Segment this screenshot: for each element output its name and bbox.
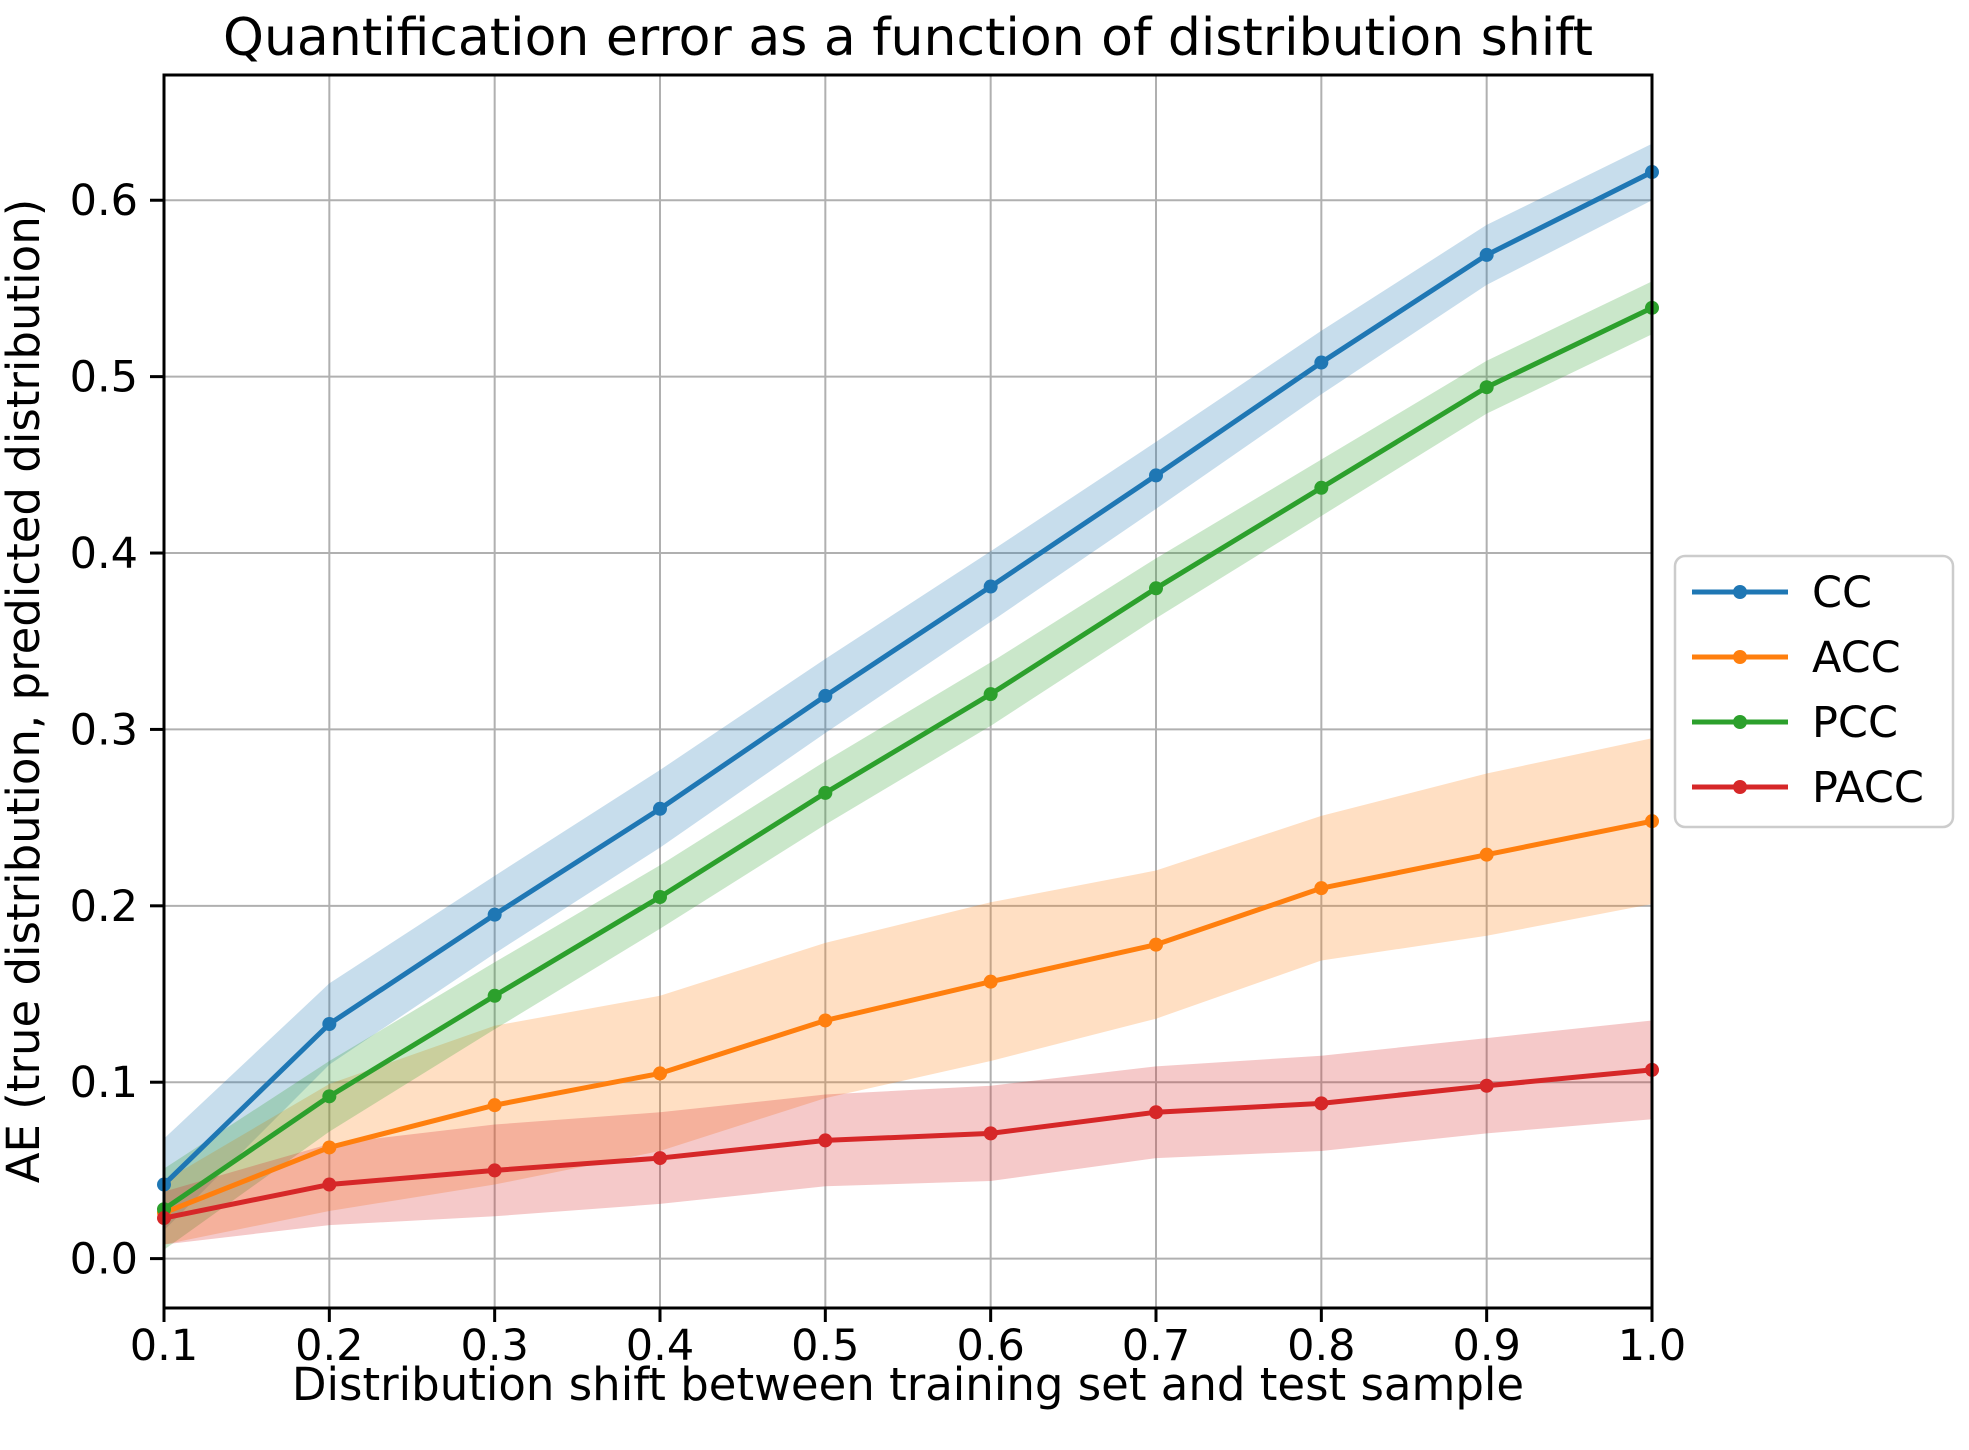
series-band-ACC [164, 738, 1652, 1245]
series-marker-CC [1479, 247, 1494, 262]
series-band-PCC [164, 281, 1652, 1250]
x-tick-label: 0.8 [1287, 1321, 1355, 1371]
legend-marker-ACC [1733, 650, 1747, 664]
series-marker-PCC [653, 890, 667, 904]
x-tick-label: 0.9 [1452, 1321, 1520, 1371]
series-marker-PACC [983, 1126, 998, 1141]
series-marker-ACC [983, 974, 998, 989]
y-tick-label: 0.2 [70, 882, 138, 932]
series-marker-CC [487, 907, 502, 922]
x-tick-label: 0.6 [956, 1321, 1024, 1371]
series-marker-CC [818, 688, 833, 703]
x-axis-label: Distribution shift between training set … [292, 1358, 1524, 1411]
series-marker-CC [1314, 355, 1329, 370]
y-tick-label: 0.3 [70, 705, 138, 755]
series-marker-ACC [653, 1066, 667, 1081]
series-band-CC [164, 143, 1652, 1231]
series-line-PCC [162, 305, 1654, 1212]
chart-generated-layer: 0.1 0.2 0.3 0.4 0.5 0.6 0.7 0.8 0.9 1.0 0.0 0.1 0.2 0… [70, 73, 1955, 1371]
series-marker-PCC [322, 1089, 337, 1104]
legend-label-ACC: ACC [1812, 633, 1901, 683]
series-line-ACC [163, 818, 1653, 1216]
legend-label-PACC: PACC [1812, 763, 1924, 813]
series-marker-CC [322, 1017, 337, 1032]
x-tick-label: 0.5 [791, 1321, 859, 1371]
series-marker-PCC [1149, 581, 1163, 596]
x-tick-label: 0.7 [1122, 1321, 1190, 1371]
series-marker-PCC [1314, 480, 1329, 495]
series-marker-PACC [653, 1151, 667, 1166]
series-band-PACC [164, 1020, 1652, 1245]
y-tick-label: 0.1 [70, 1058, 138, 1108]
series-marker-PACC [1314, 1096, 1329, 1111]
legend-marker-CC [1733, 585, 1747, 599]
series-marker-CC [983, 579, 998, 594]
series-marker-PACC [818, 1133, 833, 1148]
x-tick-label: 0.3 [460, 1321, 528, 1371]
series-marker-CC [653, 801, 667, 816]
series-marker-PACC [322, 1177, 337, 1192]
plot-border [162, 73, 1654, 1310]
y-tick-label: 0.6 [70, 176, 138, 226]
y-tick-label: 0.4 [70, 529, 138, 579]
legend-label-CC: CC [1812, 568, 1872, 618]
series-marker-PCC [1479, 380, 1494, 395]
chart-title: Quantification error as a function of di… [223, 8, 1593, 68]
series-marker-ACC [322, 1140, 337, 1155]
series-marker-PCC [487, 988, 502, 1003]
y-tick-label: 0.0 [70, 1235, 138, 1285]
legend-label-PCC: PCC [1812, 698, 1898, 748]
series-marker-ACC [487, 1098, 502, 1113]
x-tick-label: 0.2 [295, 1321, 363, 1371]
y-axis-label: AE (true distribution, predicted distrib… [0, 199, 50, 1184]
series-marker-CC [1149, 468, 1163, 483]
series-marker-ACC [1314, 881, 1329, 896]
legend-marker-PCC [1733, 715, 1747, 729]
series-line-PACC [163, 1067, 1653, 1221]
legend-marker-PACC [1733, 780, 1747, 794]
x-tick-label: 1.0 [1618, 1321, 1686, 1371]
series-marker-ACC [1479, 847, 1494, 862]
y-tick-label: 0.5 [70, 353, 138, 403]
series-marker-PACC [487, 1163, 502, 1178]
x-tick-label: 0.1 [130, 1321, 198, 1371]
series-marker-PACC [1479, 1078, 1494, 1093]
series-marker-PCC [983, 687, 998, 702]
series-line-CC [162, 169, 1654, 1187]
series-marker-ACC [818, 1013, 833, 1028]
series-marker-PCC [818, 785, 833, 800]
series-marker-ACC [1149, 937, 1163, 952]
x-tick-label: 0.4 [626, 1321, 694, 1371]
series-marker-PACC [1149, 1105, 1163, 1120]
legend-box [1673, 554, 1955, 829]
